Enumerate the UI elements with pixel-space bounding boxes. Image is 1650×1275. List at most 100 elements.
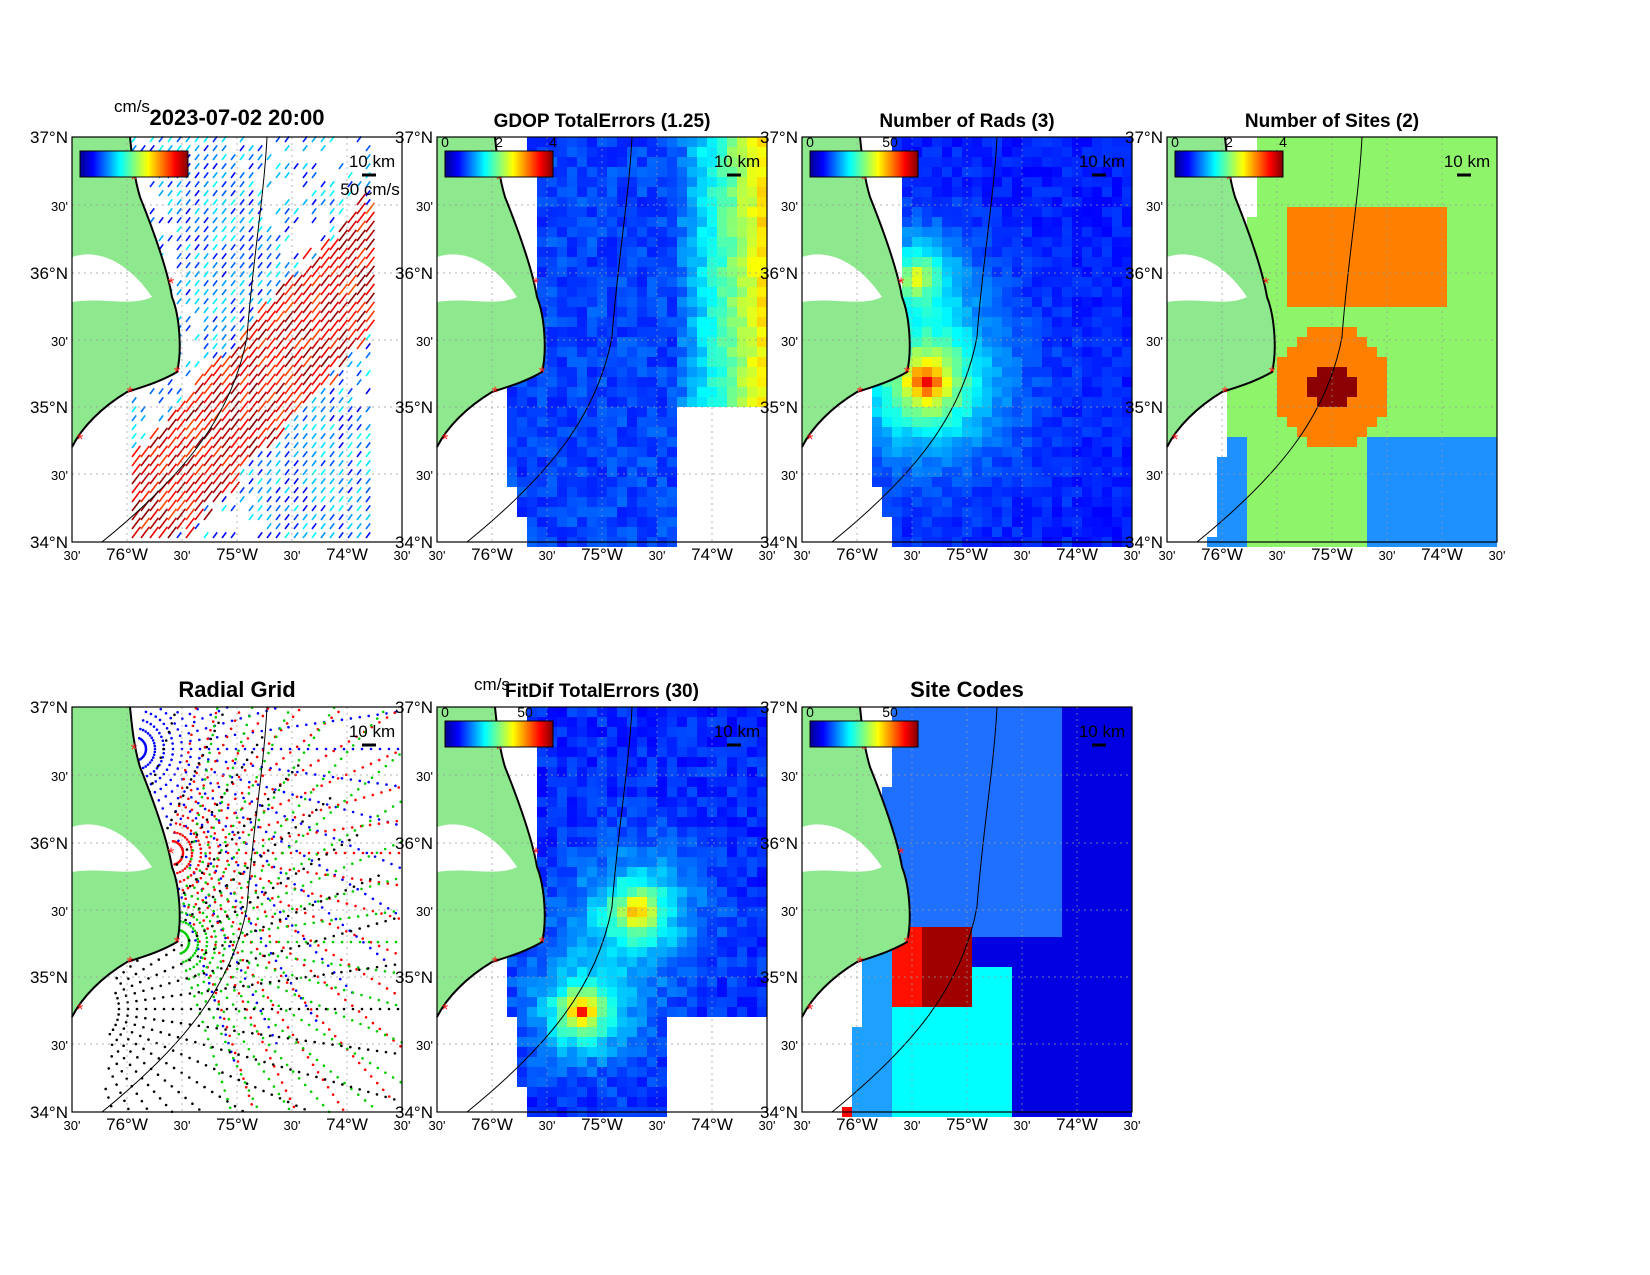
data-cell bbox=[872, 437, 882, 447]
radial-grid-point bbox=[242, 763, 246, 766]
data-cell bbox=[727, 307, 737, 317]
lat-label: 37°N bbox=[30, 128, 68, 147]
current-vector bbox=[194, 288, 200, 296]
data-cell bbox=[1367, 167, 1377, 177]
current-vector bbox=[302, 504, 308, 512]
data-cell bbox=[637, 317, 647, 327]
current-vector bbox=[239, 373, 250, 386]
current-vector bbox=[293, 486, 299, 494]
data-cell bbox=[922, 487, 932, 497]
data-cell bbox=[1317, 387, 1327, 397]
data-cell bbox=[1457, 517, 1467, 527]
data-cell bbox=[1337, 397, 1347, 407]
data-cell bbox=[932, 177, 942, 187]
current-vector bbox=[302, 531, 308, 539]
radial-grid-point bbox=[343, 808, 346, 811]
data-cell bbox=[1387, 347, 1397, 357]
data-cell bbox=[1317, 437, 1327, 447]
current-vector bbox=[140, 526, 151, 539]
radial-grid-point bbox=[314, 950, 318, 954]
data-cell bbox=[1477, 287, 1487, 297]
data-cell bbox=[617, 267, 627, 277]
current-vector bbox=[203, 351, 209, 359]
lat-label: 36°N bbox=[395, 264, 433, 283]
data-cell bbox=[1022, 257, 1032, 267]
data-cell bbox=[1297, 247, 1307, 257]
data-cell bbox=[557, 297, 567, 307]
radial-grid-point bbox=[182, 824, 186, 828]
data-cell bbox=[737, 137, 747, 147]
data-cell bbox=[1092, 337, 1102, 347]
data-cell bbox=[587, 317, 597, 327]
data-cell bbox=[637, 357, 647, 367]
colorbar bbox=[79, 150, 189, 178]
data-cell bbox=[1387, 277, 1397, 287]
site-marker: * bbox=[131, 170, 138, 189]
data-cell bbox=[1327, 167, 1337, 177]
data-cell bbox=[1477, 427, 1487, 437]
data-cell bbox=[1377, 147, 1387, 157]
data-cell bbox=[557, 457, 567, 467]
data-cell bbox=[1387, 387, 1397, 397]
current-vector bbox=[221, 436, 232, 449]
current-vector bbox=[194, 522, 200, 530]
data-cell bbox=[1467, 157, 1477, 167]
current-vector bbox=[203, 463, 214, 476]
data-cell bbox=[1317, 317, 1327, 327]
data-cell bbox=[972, 147, 982, 157]
current-vector bbox=[284, 144, 290, 152]
data-cell bbox=[1247, 477, 1257, 487]
data-cell bbox=[1277, 327, 1287, 337]
data-cell bbox=[547, 177, 557, 187]
data-cell bbox=[657, 217, 667, 227]
data-cell bbox=[992, 367, 1002, 377]
data-cell bbox=[1487, 157, 1497, 167]
radial-grid-point bbox=[297, 869, 301, 873]
data-cell bbox=[1407, 137, 1417, 147]
data-cell bbox=[1042, 207, 1052, 217]
current-vector bbox=[320, 477, 326, 485]
data-cell bbox=[637, 277, 647, 287]
data-cell bbox=[962, 467, 972, 477]
data-cell bbox=[557, 187, 567, 197]
data-cell bbox=[1417, 207, 1427, 217]
data-cell bbox=[587, 307, 597, 317]
radial-grid-point bbox=[233, 719, 237, 722]
data-cell bbox=[1417, 197, 1427, 207]
data-cell bbox=[1427, 467, 1437, 477]
data-cell bbox=[707, 147, 717, 157]
current-vector bbox=[365, 486, 371, 494]
data-cell bbox=[1287, 437, 1297, 447]
data-cell bbox=[1417, 377, 1427, 387]
data-cell bbox=[607, 277, 617, 287]
data-cell bbox=[1287, 477, 1297, 487]
data-cell bbox=[942, 437, 952, 447]
data-cell bbox=[1267, 427, 1277, 437]
current-vector bbox=[230, 454, 241, 467]
radial-grid-point bbox=[164, 795, 168, 798]
data-cell bbox=[902, 507, 912, 517]
data-cell bbox=[982, 157, 992, 167]
current-vector bbox=[248, 243, 254, 251]
data-cell bbox=[1427, 377, 1437, 387]
data-cell bbox=[1112, 267, 1122, 277]
data-cell bbox=[1092, 217, 1102, 227]
data-cell bbox=[1032, 367, 1042, 377]
current-vector bbox=[356, 360, 362, 368]
data-cell bbox=[1237, 527, 1247, 537]
current-vector bbox=[329, 328, 340, 341]
current-vector bbox=[293, 162, 299, 170]
radial-grid-point bbox=[303, 791, 307, 795]
data-cell bbox=[657, 307, 667, 317]
data-cell bbox=[1257, 137, 1267, 147]
data-cell bbox=[1062, 417, 1072, 427]
current-vector bbox=[365, 144, 371, 152]
data-cell bbox=[1437, 477, 1447, 487]
data-cell bbox=[992, 247, 1002, 257]
data-cell bbox=[617, 417, 627, 427]
current-vector bbox=[230, 252, 236, 260]
current-vector bbox=[284, 162, 290, 170]
data-cell bbox=[607, 347, 617, 357]
radial-grid-point bbox=[301, 934, 305, 938]
data-cell bbox=[1267, 477, 1277, 487]
